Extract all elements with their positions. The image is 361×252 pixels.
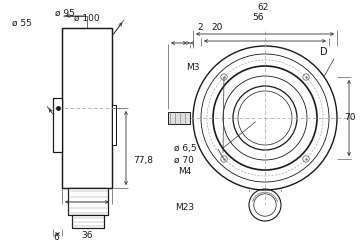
Bar — [112, 105, 116, 145]
Text: 77,8: 77,8 — [133, 155, 153, 165]
Bar — [168, 112, 190, 124]
Bar — [68, 188, 108, 215]
Bar — [72, 215, 104, 228]
Text: 6: 6 — [53, 234, 59, 242]
Text: 36: 36 — [81, 231, 93, 239]
Text: 70: 70 — [344, 113, 356, 122]
Bar — [53, 98, 62, 152]
Text: D: D — [320, 47, 328, 57]
Bar — [53, 98, 62, 152]
Text: ø 100: ø 100 — [74, 14, 100, 22]
Bar — [112, 105, 116, 145]
Text: 2: 2 — [197, 23, 203, 33]
Text: ø 55: ø 55 — [12, 18, 32, 27]
Text: M4: M4 — [178, 168, 191, 176]
Text: ø 70: ø 70 — [174, 155, 194, 165]
Text: M23: M23 — [175, 204, 194, 212]
Text: ø 95: ø 95 — [55, 9, 75, 17]
Bar — [62, 28, 112, 188]
Bar — [72, 215, 104, 228]
Bar — [62, 28, 112, 188]
Bar — [68, 188, 108, 215]
Text: 20: 20 — [211, 23, 223, 33]
Text: 62: 62 — [257, 4, 269, 13]
Text: 56: 56 — [252, 14, 264, 22]
Text: ø 6,5: ø 6,5 — [174, 143, 197, 152]
Text: M3: M3 — [186, 64, 200, 73]
